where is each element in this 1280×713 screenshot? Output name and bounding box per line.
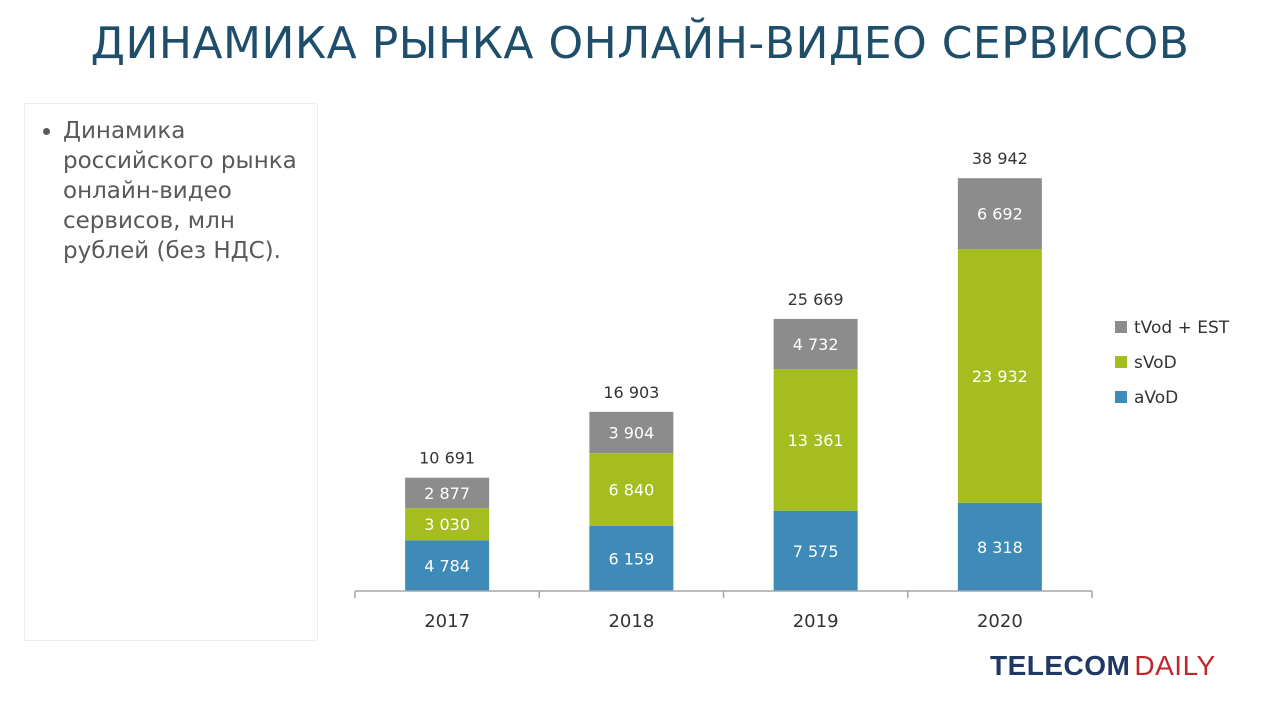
logo-part-telecom: TELECOM xyxy=(990,650,1131,681)
legend-swatch xyxy=(1115,356,1127,368)
stacked-bar-chart: 4 784 3 030 2 877 10 691 2017 6 159 6 840 3 904… xyxy=(354,149,1230,632)
legend-swatch xyxy=(1115,391,1127,403)
bar-value-label: 3 030 xyxy=(424,515,470,534)
total-value-label: 38 942 xyxy=(972,149,1028,168)
bar-value-label: 4 732 xyxy=(793,335,839,354)
total-value-label: 16 903 xyxy=(603,383,659,402)
description-list: Динамика российского рынка онлайн-видео … xyxy=(25,104,317,266)
bar-value-label: 7 575 xyxy=(793,542,839,561)
legend-label: sVoD xyxy=(1134,353,1177,373)
bar-svod-2017 xyxy=(405,508,490,541)
bar-tvod-est-2018 xyxy=(589,411,674,454)
x-tick-label: 2018 xyxy=(608,611,654,632)
bar-value-label: 23 932 xyxy=(972,367,1028,386)
bar-avod-2019 xyxy=(773,510,858,591)
bar-svod-2020 xyxy=(957,249,1042,503)
legend-label: tVod + EST xyxy=(1134,318,1230,338)
bar-svod-2018 xyxy=(589,453,674,526)
logo-part-daily: DAILY xyxy=(1134,650,1216,681)
legend-swatch xyxy=(1115,321,1127,333)
bar-svod-2019 xyxy=(773,369,858,511)
x-tick-label: 2020 xyxy=(977,611,1023,632)
total-value-label: 25 669 xyxy=(788,290,844,309)
bar-value-label: 2 877 xyxy=(424,484,470,503)
bar-tvod-est-2019 xyxy=(773,318,858,370)
description-bullet: Динамика российского рынка онлайн-видео … xyxy=(63,116,317,266)
bar-value-label: 6 692 xyxy=(977,205,1023,224)
description-box: Динамика российского рынка онлайн-видео … xyxy=(24,103,318,641)
bar-value-label: 13 361 xyxy=(788,431,844,450)
total-value-label: 10 691 xyxy=(419,449,475,468)
bar-value-label: 6 840 xyxy=(608,480,654,499)
bar-avod-2017 xyxy=(405,540,490,591)
x-tick-label: 2017 xyxy=(424,611,470,632)
bar-avod-2018 xyxy=(589,525,674,591)
bar-value-label: 8 318 xyxy=(977,538,1023,557)
bar-tvod-est-2020 xyxy=(957,178,1042,250)
bar-value-label: 4 784 xyxy=(424,557,470,576)
x-tick-label: 2019 xyxy=(793,611,839,632)
bar-value-label: 6 159 xyxy=(608,549,654,568)
telecom-daily-logo: TELECOM DAILY xyxy=(990,650,1216,682)
legend-label: aVoD xyxy=(1134,388,1178,408)
bar-tvod-est-2017 xyxy=(405,477,490,509)
slide-title: ДИНАМИКА РЫНКА ОНЛАЙН-ВИДЕО СЕРВИСОВ xyxy=(90,18,1190,69)
bar-avod-2020 xyxy=(957,502,1042,591)
bar-value-label: 3 904 xyxy=(608,424,654,443)
